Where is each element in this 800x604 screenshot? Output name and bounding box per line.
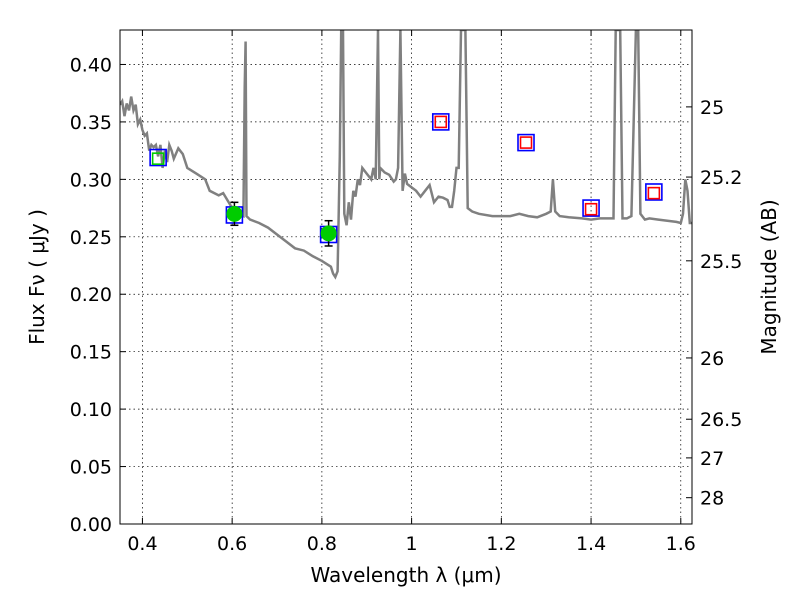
observed-point <box>226 205 243 222</box>
x-tick-label: 0.4 <box>127 533 157 555</box>
y-tick-label: 0.35 <box>70 112 112 134</box>
x-tick-label: 1 <box>406 533 418 555</box>
model-photometry-square <box>149 148 167 167</box>
y-tick-label: 0.20 <box>70 284 112 306</box>
mag-tick-label: 26.5 <box>700 409 742 431</box>
mag-tick-label: 25 <box>700 97 724 119</box>
y-tick-label: 0.00 <box>70 514 112 536</box>
upper-limit-square <box>584 202 598 216</box>
y-tick-label: 0.30 <box>70 169 112 191</box>
mag-tick-label: 26 <box>700 348 724 370</box>
grid-lines <box>120 30 692 524</box>
upper-limit-square <box>519 136 533 149</box>
model-photometry-square <box>517 133 535 152</box>
y-tick-label: 0.05 <box>70 457 112 479</box>
x-tick-label: 0.6 <box>217 533 247 555</box>
upper-limit-square <box>647 186 661 200</box>
plot-frame <box>119 29 693 525</box>
mag-tick-label: 25.5 <box>700 251 742 273</box>
mag-tick-label: 27 <box>700 448 724 470</box>
mag-tick-label: 28 <box>700 488 724 510</box>
x-tick-label: 1.6 <box>666 533 696 555</box>
mag-tick-label: 25.2 <box>700 167 742 189</box>
observed-point <box>320 225 337 242</box>
y-tick-label: 0.40 <box>70 54 112 76</box>
upper-limit-square <box>434 115 448 129</box>
photometry-markers <box>149 113 663 247</box>
model-photometry-square <box>582 199 600 217</box>
x-axis-title: Wavelength λ (μm) <box>310 563 501 587</box>
model-photometry-square <box>431 113 450 131</box>
y-axis-title: Flux Fν ( μJy ) <box>25 209 49 345</box>
y-tick-label: 0.10 <box>70 399 112 421</box>
x-tick-label: 1.2 <box>486 533 516 555</box>
y-tick-label: 0.25 <box>70 227 112 249</box>
detection-square <box>151 152 165 165</box>
y-tick-label: 0.15 <box>70 342 112 364</box>
model-sed-line <box>120 30 692 280</box>
model-sed-series <box>120 30 692 280</box>
model-photometry-square <box>645 183 663 201</box>
right-axis-title: Magnitude (AB) <box>757 199 781 354</box>
x-tick-label: 1.4 <box>576 533 606 555</box>
x-tick-label: 0.8 <box>307 533 337 555</box>
axis-ticks: 0.4 0.6 0.8 1 1.2 1.4 1.6 0.00 0.05 0.10 0.15 0.20 0… <box>70 30 742 555</box>
